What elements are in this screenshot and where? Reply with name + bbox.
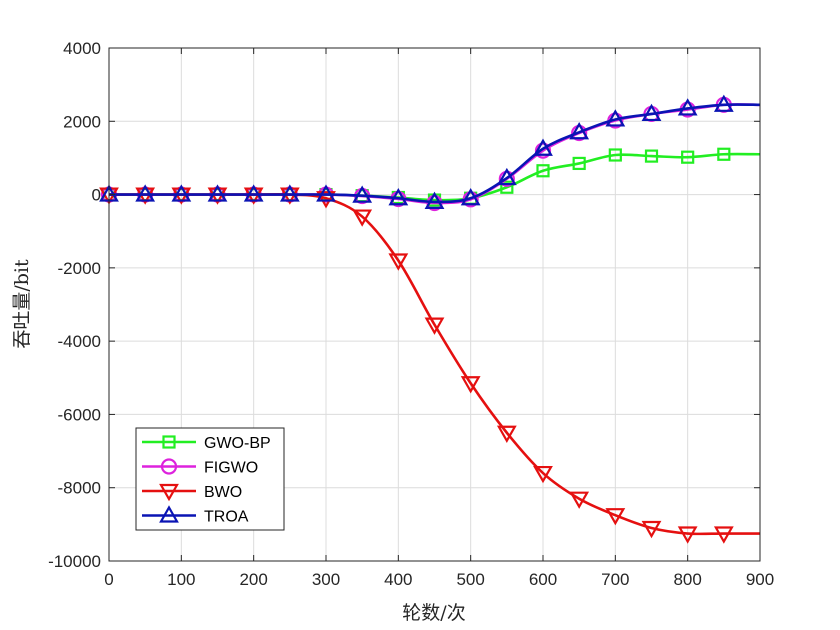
data-point-troa xyxy=(677,98,698,116)
x-tick-label: 600 xyxy=(529,570,557,589)
y-tick-label: 0 xyxy=(92,186,101,205)
data-point-gwo-bp xyxy=(500,180,514,194)
data-point-bwo xyxy=(569,491,590,509)
data-point-troa xyxy=(533,138,553,156)
data-point-bwo xyxy=(388,253,409,271)
legend-box xyxy=(135,427,285,531)
data-point-bwo xyxy=(677,526,698,544)
data-point-troa xyxy=(605,109,626,127)
y-tick-label: -10000 xyxy=(48,552,101,571)
x-tick-label: 200 xyxy=(239,570,267,589)
data-point-troa xyxy=(171,184,192,202)
data-point-troa xyxy=(243,184,264,202)
data-point-figwo xyxy=(534,142,552,159)
data-point-gwo-bp xyxy=(572,156,586,171)
legend-marker-troa xyxy=(159,505,179,523)
y-tick-label: -4000 xyxy=(58,332,101,351)
x-tick-label: 700 xyxy=(601,570,629,589)
x-tick-label: 900 xyxy=(746,570,774,589)
data-point-troa xyxy=(316,184,336,202)
legend-label-gwo-bp: GWO-BP xyxy=(204,435,271,452)
data-point-troa xyxy=(713,94,734,112)
y-tick-label: -2000 xyxy=(58,259,101,278)
data-point-troa xyxy=(352,185,373,203)
data-point-troa xyxy=(496,167,517,186)
axis-ticks: 0 100 200 300 400 500 600 700 800 900 -10000 -8000 -… xyxy=(48,39,774,589)
y-tick-label: -8000 xyxy=(58,479,101,498)
legend-label-troa: TROA xyxy=(204,509,249,526)
plot-frame xyxy=(108,47,761,562)
x-axis-label: 轮数/次 xyxy=(402,602,465,624)
y-tick-label: -6000 xyxy=(58,405,101,424)
data-point-bwo xyxy=(352,209,373,227)
legend-label-figwo: FIGWO xyxy=(204,460,258,477)
data-point-bwo xyxy=(533,465,553,484)
x-tick-label: 400 xyxy=(384,570,412,589)
y-tick-label: 4000 xyxy=(63,39,101,58)
x-tick-label: 300 xyxy=(312,570,340,589)
data-point-troa xyxy=(424,191,445,209)
data-point-gwo-bp xyxy=(608,148,622,162)
data-point-bwo xyxy=(424,317,445,335)
data-point-bwo xyxy=(460,376,481,394)
data-point-bwo xyxy=(713,526,734,544)
data-point-troa xyxy=(279,184,300,202)
legend-marker-bwo xyxy=(159,483,179,502)
data-point-troa xyxy=(135,184,156,202)
data-point-gwo-bp xyxy=(717,147,731,161)
data-point-bwo xyxy=(496,425,517,443)
legend-marker-gwo-bp xyxy=(162,435,176,449)
x-tick-label: 500 xyxy=(456,570,484,589)
data-point-troa xyxy=(207,184,228,202)
legend-label-bwo: BWO xyxy=(204,484,242,501)
data-point-gwo-bp xyxy=(681,150,695,164)
data-point-troa xyxy=(569,122,590,140)
data-point-troa xyxy=(641,103,662,122)
legend-marker-figwo xyxy=(160,458,178,475)
data-point-bwo xyxy=(316,191,336,209)
series-troa xyxy=(99,94,761,209)
data-point-troa xyxy=(460,188,481,206)
x-tick-label: 100 xyxy=(167,570,195,589)
data-point-bwo xyxy=(641,520,662,539)
data-point-bwo xyxy=(605,508,626,526)
y-tick-label: 2000 xyxy=(63,112,101,131)
data-point-gwo-bp xyxy=(536,164,550,178)
legend: GWO-BP FIGWO BWO TROA xyxy=(135,427,285,531)
x-tick-label: 800 xyxy=(673,570,701,589)
y-axis-label: 吞吐量/bit xyxy=(11,259,33,349)
series-line-troa xyxy=(109,103,761,204)
x-tick-label: 0 xyxy=(104,570,113,589)
data-point-troa xyxy=(388,188,409,206)
data-point-gwo-bp xyxy=(644,149,659,163)
